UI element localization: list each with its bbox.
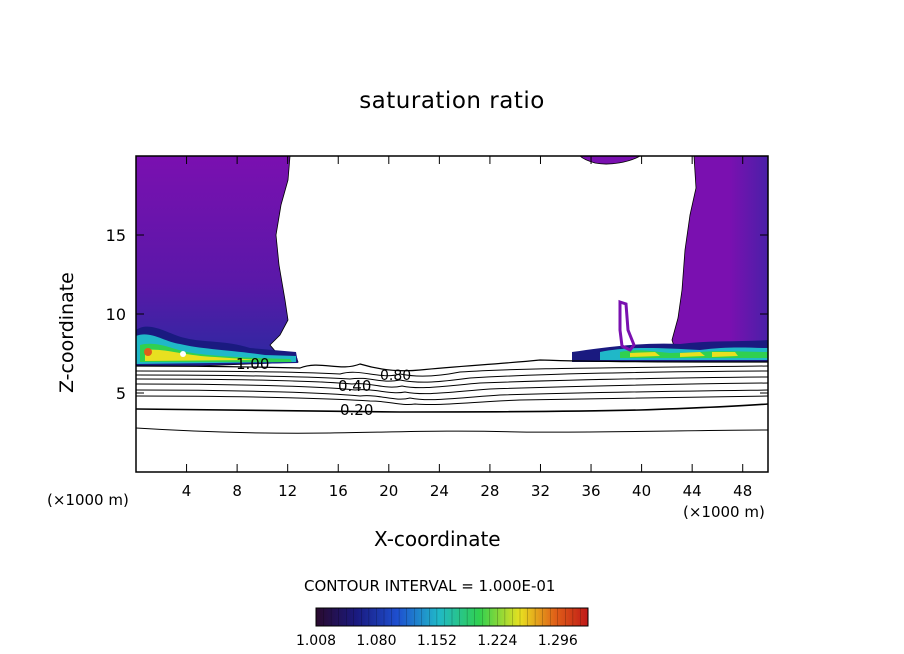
contour-line xyxy=(136,395,768,406)
x-tick-label: 24 xyxy=(430,482,449,500)
plume-right xyxy=(618,299,636,352)
x-tick-label: 32 xyxy=(531,482,550,500)
heatmap-field xyxy=(136,156,768,434)
colorbar-tick-label: 1.008 xyxy=(296,633,336,649)
x-unit-label: (×1000 m) xyxy=(683,503,765,521)
contour-label: 0.20 xyxy=(340,401,373,419)
x-tick-label: 12 xyxy=(278,482,297,500)
x-tick-label: 28 xyxy=(480,482,499,500)
hot-spot xyxy=(144,348,152,356)
x-tick-label: 16 xyxy=(329,482,348,500)
y-axis: 5 10 15 xyxy=(106,226,768,403)
y-tick-label: 15 xyxy=(106,226,126,245)
y-tick-label: 10 xyxy=(106,305,126,324)
cloud-region-left xyxy=(136,156,299,367)
contour-labels: 1.00 0.80 0.40 0.20 xyxy=(236,355,411,419)
x-unit-label: (×1000 m) xyxy=(47,491,129,509)
x-tick-label: 48 xyxy=(733,482,752,500)
contour-line xyxy=(136,376,768,389)
contour-label: 0.40 xyxy=(338,377,371,395)
contour-interval-label: CONTOUR INTERVAL = 1.000E-01 xyxy=(304,577,556,595)
cloud-base-left-peak xyxy=(145,349,260,361)
contour-line xyxy=(136,365,768,377)
contour-line xyxy=(136,359,768,372)
colorbar-tick-label: 1.224 xyxy=(477,633,517,649)
y-tick-label: 5 xyxy=(116,384,126,403)
contour-label: 1.00 xyxy=(236,355,269,373)
x-tick-label: 36 xyxy=(581,482,600,500)
contour-line xyxy=(136,403,768,413)
x-tick-label: 8 xyxy=(232,482,242,500)
colorbar-tick-label: 1.080 xyxy=(356,633,396,649)
contour-lines xyxy=(136,359,768,434)
colorbar-tick-label: 1.152 xyxy=(417,633,457,649)
chart-title: saturation ratio xyxy=(359,88,545,114)
contour-line xyxy=(136,382,768,395)
cloud-region-right xyxy=(671,156,768,361)
contour-line xyxy=(136,370,768,383)
cloud-base-right-peak xyxy=(630,352,738,357)
contour-line xyxy=(136,389,768,401)
cloud-cap-top xyxy=(579,156,641,165)
x-tick-label: 4 xyxy=(182,482,192,500)
contour-label: 0.80 xyxy=(380,368,411,384)
colorbar-ticks: 1.008 1.080 1.152 1.224 1.296 xyxy=(296,608,581,649)
x-axis-label: X-coordinate xyxy=(374,527,501,551)
contour-line xyxy=(136,427,768,434)
x-tick-label: 44 xyxy=(683,482,702,500)
x-tick-label: 20 xyxy=(379,482,398,500)
y-axis-label: Z-coordinate xyxy=(56,272,78,393)
hot-spot xyxy=(180,351,186,357)
colorbar-tick-label: 1.296 xyxy=(538,633,578,649)
x-tick-label: 40 xyxy=(632,482,651,500)
x-axis: 4 8 12 16 20 24 28 32 36 40 44 48 xyxy=(182,156,752,500)
